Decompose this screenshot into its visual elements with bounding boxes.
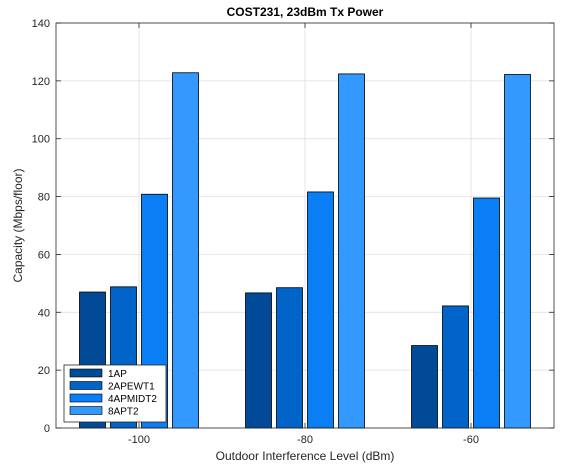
bar-4apmidt2--80 [307, 191, 334, 429]
y-tick-label: 60 [38, 249, 50, 261]
x-axis-ticks: -100 -80 -60 [128, 23, 479, 446]
y-tick-label: 120 [32, 76, 50, 88]
legend-swatch [69, 406, 103, 415]
y-tick-label: 100 [32, 134, 50, 146]
bar-8apt2--60 [504, 74, 531, 429]
x-tick-label: -60 [463, 434, 479, 446]
legend-label: 4APMIDT2 [108, 394, 157, 405]
bar-8apt2--80 [338, 73, 365, 429]
y-tick-label: 40 [38, 307, 50, 319]
bar-8apt2--100 [172, 72, 199, 429]
bar-4apmidt2--60 [473, 197, 500, 429]
bar-2apewt1--80 [276, 287, 303, 429]
legend-label: 1AP [108, 369, 127, 380]
bar-1ap--80 [245, 292, 272, 429]
y-tick-label: 80 [38, 192, 50, 204]
x-tick-label: -80 [297, 434, 313, 446]
chart-title: COST231, 23dBm Tx Power [227, 5, 384, 19]
legend-swatch [69, 368, 103, 378]
legend-label: 8APT2 [108, 407, 139, 418]
x-axis-label: Outdoor Interference Level (dBm) [216, 449, 395, 463]
y-axis-label: Capacity (Mbps/floor) [11, 168, 25, 282]
bar-1ap--60 [411, 345, 438, 429]
y-tick-label: 20 [38, 365, 50, 377]
y-tick-label: 0 [44, 423, 50, 435]
bar-2apewt1--60 [442, 305, 469, 429]
legend-label: 2APEWT1 [108, 382, 155, 393]
y-tick-label: 140 [32, 18, 50, 30]
y-axis-ticks: 0 20 40 60 80 100 120 140 [32, 18, 554, 435]
legend-swatch [69, 381, 103, 390]
legend-swatch [69, 393, 103, 403]
x-tick-label: -100 [128, 434, 150, 446]
